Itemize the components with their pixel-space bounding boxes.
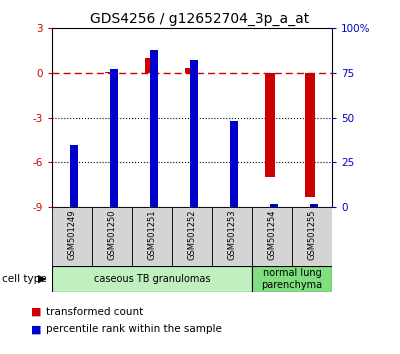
Text: GSM501249: GSM501249 (68, 210, 76, 261)
Bar (92, 207, 132, 266)
Bar (150, 50, 158, 207)
Bar (132, 207, 172, 266)
Text: GSM501255: GSM501255 (308, 210, 316, 261)
Text: ■: ■ (31, 307, 41, 316)
Text: cell type: cell type (2, 274, 47, 284)
Bar (145, 58, 155, 73)
Text: GSM501251: GSM501251 (148, 210, 156, 261)
Bar (230, 121, 238, 207)
Bar (105, 72, 115, 73)
Text: percentile rank within the sample: percentile rank within the sample (46, 324, 222, 334)
Bar (172, 207, 212, 266)
Text: GSM501254: GSM501254 (268, 210, 276, 261)
Bar (310, 204, 318, 207)
Bar (265, 73, 275, 177)
Text: normal lung
parenchyma: normal lung parenchyma (262, 268, 322, 290)
Text: caseous TB granulomas: caseous TB granulomas (94, 274, 210, 284)
Bar (305, 73, 315, 197)
Bar (52, 207, 92, 266)
Text: ■: ■ (31, 324, 41, 334)
Text: GSM501250: GSM501250 (108, 210, 116, 261)
Text: ▶: ▶ (38, 274, 46, 284)
Bar (252, 207, 292, 266)
Text: transformed count: transformed count (46, 307, 143, 316)
Bar (70, 144, 78, 207)
Bar (292, 207, 332, 266)
Bar (185, 68, 195, 73)
Bar (190, 61, 198, 207)
Text: GSM501253: GSM501253 (228, 210, 236, 261)
Bar (252, 266, 332, 292)
Text: GDS4256 / g12652704_3p_a_at: GDS4256 / g12652704_3p_a_at (90, 12, 310, 27)
Text: GSM501252: GSM501252 (188, 210, 196, 261)
Bar (52, 266, 252, 292)
Bar (110, 69, 118, 207)
Bar (270, 204, 278, 207)
Bar (212, 207, 252, 266)
